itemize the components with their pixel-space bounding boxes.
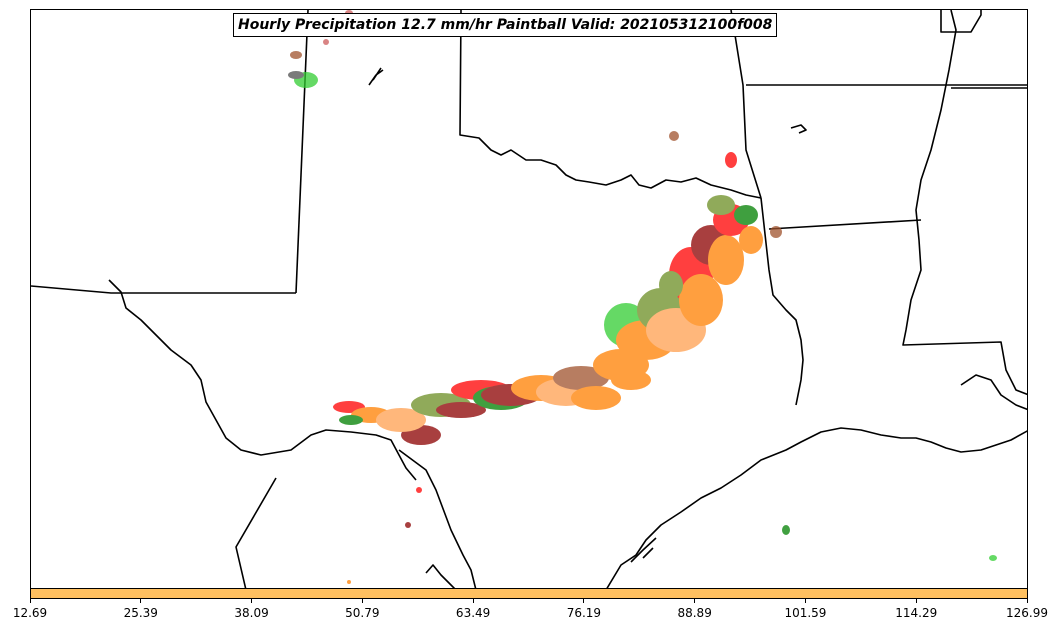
- colorbar-tick: [140, 599, 142, 603]
- colorbar-tick: [361, 599, 363, 603]
- oklahoma-west: [459, 10, 762, 199]
- colorbar-tick: [1026, 599, 1028, 603]
- colorbar-tick-label: 50.79: [345, 606, 380, 620]
- colorbar-tick: [694, 599, 696, 603]
- map-title: Hourly Precipitation 12.7 mm/hr Paintbal…: [233, 13, 778, 37]
- colorbar-tick: [251, 599, 253, 603]
- state-border-nm-tx: [295, 10, 309, 294]
- map-panel: [30, 9, 1028, 589]
- colorado-squiggle: [368, 67, 384, 86]
- colorbar-tick: [804, 599, 806, 603]
- mississippi-river: [902, 10, 1027, 396]
- mexico-border-1: [235, 477, 277, 588]
- texas-west-border: [108, 279, 417, 481]
- gulf-coast: [606, 427, 1027, 588]
- colorbar-tick-label: 76.19: [566, 606, 602, 620]
- paintball-swath: [288, 10, 997, 584]
- colorbar-tick-label: 88.89: [677, 606, 712, 620]
- colorbar-tick-label: 101.59: [784, 606, 827, 620]
- colorbar-tick-label: 25.39: [123, 606, 158, 620]
- colorbar-tick-label: 114.29: [895, 606, 938, 620]
- mexico-border-2: [398, 449, 477, 588]
- colorbar-tick: [583, 599, 585, 603]
- colorbar-tick: [915, 599, 917, 603]
- ks-ok-squiggle: [790, 124, 807, 134]
- colorbar: [30, 588, 1028, 599]
- colorbar-tick: [472, 599, 474, 603]
- louisiana-bayou: [960, 374, 1027, 411]
- colorbar-tick: [29, 599, 31, 603]
- coast-islands: [630, 537, 657, 563]
- ar-la-horizontal: [768, 219, 922, 230]
- ar-la-border: [760, 197, 804, 406]
- colorbar-tick-label: 126.99: [1006, 606, 1048, 620]
- oklahoma-east: [730, 10, 762, 199]
- state-border-nm-south: [31, 285, 296, 294]
- colorbar-tick-label: 63.49: [455, 606, 491, 620]
- colorbar-tick-label: 12.69: [12, 606, 48, 620]
- basemap: [31, 10, 1027, 588]
- top-right-notch: [940, 10, 982, 33]
- mexico-border-3: [425, 564, 456, 588]
- colorbar-tick-label: 38.09: [234, 606, 269, 620]
